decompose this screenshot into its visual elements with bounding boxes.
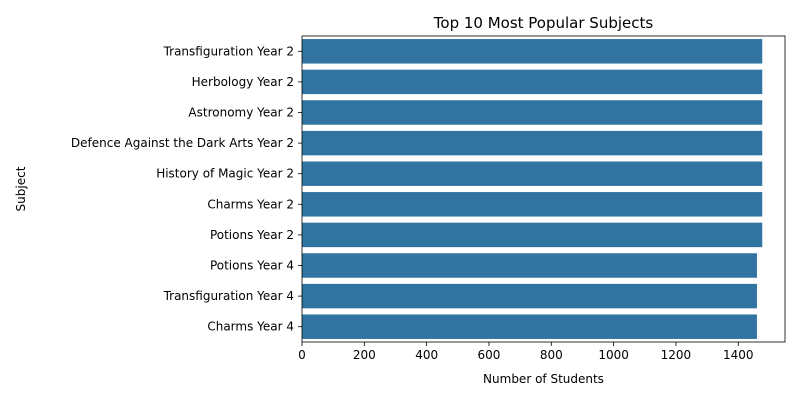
y-tick-label: Astronomy Year 2 <box>188 106 294 120</box>
y-axis-label: Subject <box>14 166 28 211</box>
x-axis-label: Number of Students <box>483 372 604 386</box>
bar <box>302 192 763 217</box>
y-tick-label: Potions Year 4 <box>210 259 294 273</box>
y-tick-label: Defence Against the Dark Arts Year 2 <box>71 136 294 150</box>
chart-title: Top 10 Most Popular Subjects <box>433 14 654 32</box>
y-tick-label: Potions Year 2 <box>210 228 294 242</box>
x-axis-ticks: 0 200 400 600 800 1000 1200 1400 <box>298 342 754 362</box>
x-tick-label: 0 <box>298 348 306 362</box>
y-tick-label: Herbology Year 2 <box>192 75 294 89</box>
bar <box>302 314 757 339</box>
bar <box>302 253 757 278</box>
bars-layer <box>302 39 763 339</box>
x-tick-label: 400 <box>415 348 438 362</box>
y-tick-label: Charms Year 2 <box>207 197 294 211</box>
x-tick-label: 200 <box>353 348 376 362</box>
x-tick-label: 1400 <box>723 348 754 362</box>
bar <box>302 39 763 64</box>
bar <box>302 161 763 186</box>
x-tick-label: 1000 <box>598 348 629 362</box>
bar <box>302 69 763 95</box>
y-tick-label: Transfiguration Year 2 <box>163 44 294 58</box>
x-tick-label: 600 <box>478 348 501 362</box>
bar <box>302 222 763 248</box>
bar <box>302 130 763 156</box>
y-tick-label: Charms Year 4 <box>207 320 294 334</box>
x-tick-label: 800 <box>540 348 563 362</box>
y-axis-ticks: Transfiguration Year 2 Herbology Year 2 As… <box>71 44 302 334</box>
y-tick-label: Transfiguration Year 4 <box>163 289 294 303</box>
x-tick-label: 1200 <box>661 348 692 362</box>
bar <box>302 100 763 125</box>
y-tick-label: History of Magic Year 2 <box>156 167 294 181</box>
bar <box>302 283 757 309</box>
plot-frame <box>301 35 786 343</box>
